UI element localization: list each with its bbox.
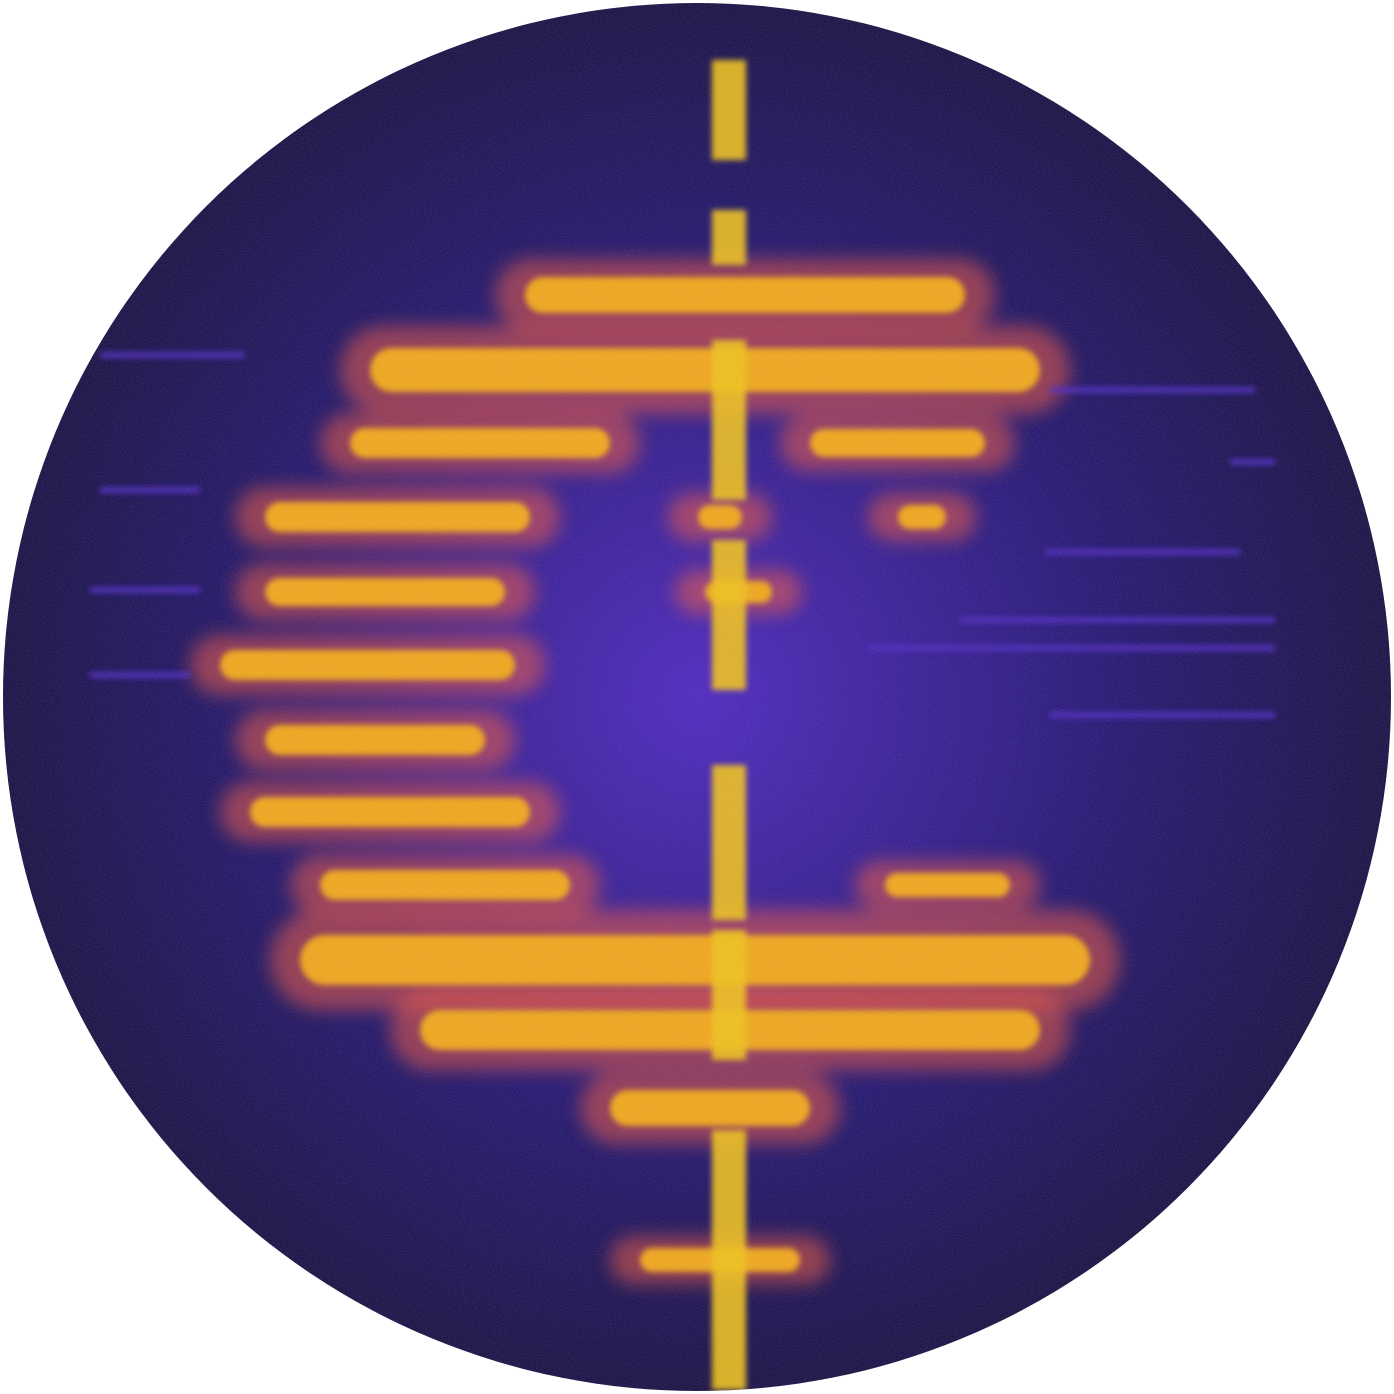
spectrogram-disc [3,3,1391,1391]
noise-texture [3,3,1391,1391]
disc-content [3,3,1391,1391]
